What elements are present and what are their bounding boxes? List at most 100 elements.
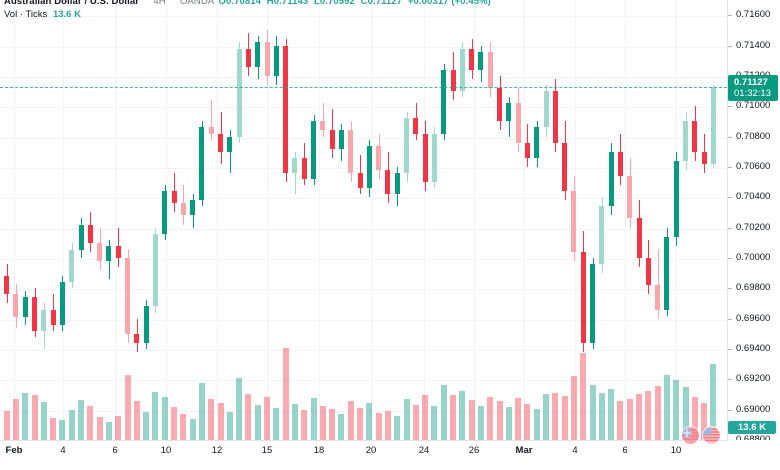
candle-body — [218, 133, 224, 152]
time-tick-label: 4 — [60, 445, 66, 456]
interval-label[interactable]: 4H — [153, 0, 166, 7]
candle-body — [487, 51, 493, 88]
price-tick-label: 0.70800 — [736, 130, 771, 142]
candle-body — [134, 333, 140, 343]
time-tick-label: 15 — [261, 445, 273, 456]
candle-body — [162, 191, 168, 234]
grid-line-vertical — [14, 0, 15, 440]
volume-bar — [663, 375, 670, 440]
currency-flag-group — [682, 427, 720, 444]
volume-bar — [450, 394, 457, 440]
candle-body — [683, 121, 689, 161]
volume-bar — [87, 405, 94, 440]
grid-line-vertical — [424, 0, 425, 440]
candle-body — [180, 203, 186, 216]
volume-bar — [329, 408, 336, 440]
candle-body — [655, 285, 661, 310]
candle-body — [199, 127, 205, 201]
grid-line-vertical — [474, 0, 475, 440]
candle-body — [571, 191, 577, 252]
volume-bar — [673, 380, 680, 440]
chart-plot-area[interactable] — [0, 0, 727, 440]
legend-volume-row[interactable]: Vol · Ticks 13.6 K — [4, 9, 494, 21]
grid-line-vertical — [267, 0, 268, 440]
volume-bar — [636, 394, 643, 440]
volume-bar — [161, 397, 168, 440]
candle-body — [394, 172, 400, 195]
candle-body — [506, 103, 512, 122]
volume-bar — [291, 404, 298, 440]
volume-bar — [654, 385, 661, 440]
price-tick-label: 0.69000 — [736, 403, 771, 415]
candle-body — [450, 69, 456, 92]
volume-bar — [403, 398, 410, 440]
symbol-title[interactable]: Australian Dollar / U.S. Dollar — [4, 0, 140, 7]
volume-bar — [533, 408, 540, 440]
candle-body — [245, 48, 251, 67]
volume-bar — [254, 404, 261, 440]
time-tick-label: Mar — [515, 445, 533, 456]
volume-bar — [180, 414, 187, 440]
volume-bar — [477, 405, 484, 440]
candle-body — [301, 157, 307, 180]
volume-bar — [384, 410, 391, 440]
volume-bar — [319, 406, 326, 440]
volume-bar — [468, 400, 475, 440]
grid-line-horizontal — [0, 106, 727, 108]
candle-body — [413, 118, 419, 134]
volume-bar — [505, 406, 512, 440]
volume-bar — [31, 395, 38, 440]
candle-body — [357, 172, 363, 189]
volume-bar — [496, 400, 503, 440]
price-tick-dash — [728, 45, 732, 47]
volume-bar — [561, 396, 568, 440]
volume-bar — [264, 396, 271, 440]
volume-bar — [422, 395, 429, 440]
ohlc-low: L0.70592 — [313, 0, 355, 7]
current-price-badge[interactable]: 0.71127 01:32:13 — [728, 74, 778, 101]
time-axis[interactable]: Feb 4 6 10 12 15 18 20 24 26 Mar 4 6 10 — [0, 440, 780, 470]
legend-sep-2 — [171, 0, 174, 7]
volume-bar — [524, 404, 531, 440]
volume-bar — [570, 376, 577, 440]
price-axis[interactable]: 0.716000.714000.712000.710000.708000.706… — [727, 0, 780, 445]
volume-bar — [217, 402, 224, 440]
volume-bar — [301, 410, 308, 440]
price-tick-label: 0.70000 — [736, 251, 771, 263]
candle-body — [580, 251, 586, 343]
volume-bar — [347, 400, 354, 440]
candle-body — [143, 306, 149, 343]
volume-value-badge[interactable]: 13.6 K — [728, 421, 776, 434]
price-tick-label: 0.70600 — [736, 160, 771, 172]
grid-line-vertical — [217, 0, 218, 440]
candle-body — [599, 206, 605, 264]
candle-body — [348, 130, 354, 173]
exchange-label[interactable]: OANDA — [179, 0, 214, 7]
candle-body — [283, 45, 289, 173]
volume-bar — [189, 419, 196, 440]
volume-bar — [710, 364, 717, 440]
volume-bar — [338, 413, 345, 440]
current-price-line — [0, 86, 727, 88]
candle-body — [78, 224, 84, 251]
volume-bar — [459, 390, 466, 440]
candle-body — [320, 121, 326, 131]
ohlc-change: +0.00317 (+0.45%) — [407, 0, 491, 7]
price-tick-dash — [728, 379, 732, 381]
volume-bar — [208, 399, 215, 440]
candle-body — [97, 242, 103, 261]
volume-bar — [515, 398, 522, 440]
volume-bar — [68, 409, 75, 440]
ohlc-high: H0.71143 — [266, 0, 309, 7]
grid-line-horizontal — [0, 288, 727, 290]
time-tick-label: 6 — [622, 445, 628, 456]
candle-body — [32, 297, 38, 331]
candle-body — [311, 121, 317, 180]
price-tick-dash — [728, 348, 732, 350]
candle-body — [59, 282, 65, 325]
candle-body — [562, 142, 568, 192]
grid-line-horizontal — [0, 349, 727, 351]
volume-bar — [133, 401, 140, 440]
legend-symbol-row[interactable]: Australian Dollar / U.S. Dollar 4H OANDA… — [4, 0, 494, 8]
candle-body — [366, 145, 372, 189]
